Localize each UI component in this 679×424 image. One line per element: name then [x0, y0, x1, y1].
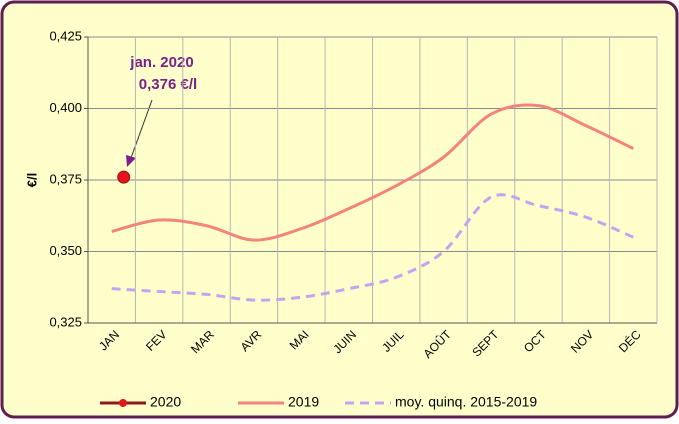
- data-point: [117, 170, 131, 184]
- annotation: jan. 2020: [129, 54, 193, 71]
- series-line: [111, 103, 634, 242]
- y-tick-label: 0,325: [49, 314, 82, 329]
- legend-label: 2020: [150, 394, 181, 410]
- series-line: [111, 193, 634, 302]
- y-tick-label: 0,400: [49, 100, 82, 115]
- legend-marker: [119, 399, 127, 407]
- annotation-arrowhead: [126, 155, 136, 167]
- y-tick-label: 0,425: [49, 28, 82, 43]
- y-tick-label: 0,350: [49, 243, 82, 258]
- annotation-arrow: [130, 99, 153, 159]
- annotation: 0,376 €/l: [139, 76, 197, 93]
- y-axis-label: €/l: [24, 173, 39, 187]
- legend-label: moy. quinq. 2015-2019: [395, 394, 537, 410]
- legend-label: 2019: [288, 394, 319, 410]
- y-tick-label: 0,375: [49, 171, 82, 186]
